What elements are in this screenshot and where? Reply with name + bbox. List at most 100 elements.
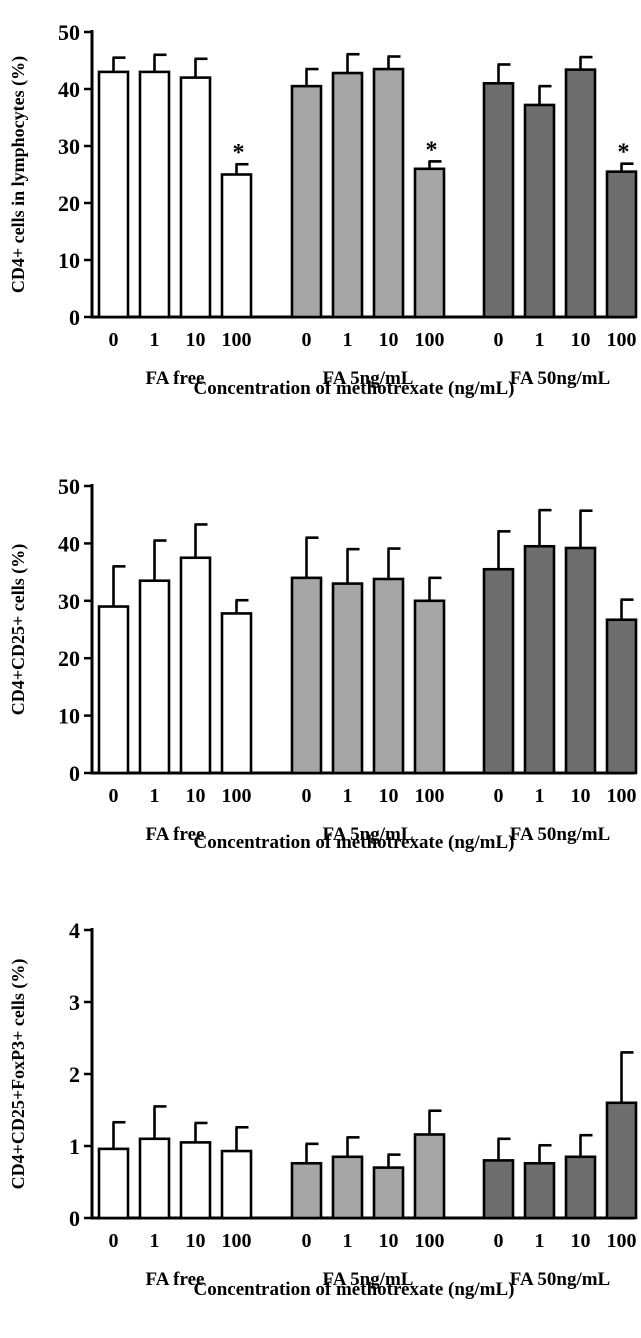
x-tick-label: 100 (222, 1230, 252, 1252)
group-label: FA 50ng/mL (510, 1269, 610, 1290)
bar (564, 1155, 597, 1220)
x-tick-label: 0 (494, 329, 504, 351)
group-label: FA 5ng/mL (323, 1269, 414, 1290)
y-tick-label: 0 (69, 761, 80, 786)
x-tick-label: 1 (150, 1230, 160, 1252)
x-tick-label: 0 (494, 785, 504, 807)
y-tick-label: 1 (69, 1134, 80, 1159)
bar (290, 84, 323, 319)
group-label: FA 50ng/mL (510, 368, 610, 389)
x-tick-label: 1 (343, 329, 353, 351)
y-tick-label: 40 (58, 77, 80, 102)
x-tick-label: 0 (109, 329, 119, 351)
x-tick-label: 100 (607, 1230, 637, 1252)
y-tick-label: 10 (58, 248, 80, 273)
x-tick-label: 100 (415, 785, 445, 807)
y-tick-label: 2 (69, 1062, 80, 1087)
y-tick-label: 0 (69, 1206, 80, 1231)
x-tick-label: 1 (535, 1230, 545, 1252)
x-axis-label: Concentration of methotrexate (ng/mL) (194, 1279, 515, 1300)
x-tick-label: 10 (379, 1230, 399, 1252)
x-tick-label: 10 (571, 785, 591, 807)
bar (413, 1133, 446, 1220)
x-tick-label: 10 (379, 785, 399, 807)
group-label: FA free (146, 368, 205, 389)
x-tick-label: 1 (535, 785, 545, 807)
bar (97, 605, 130, 775)
bar (372, 67, 405, 319)
y-axis-label: CD4+CD25+ cells (%) (8, 544, 29, 715)
x-tick-label: 100 (607, 329, 637, 351)
bar (331, 71, 364, 319)
bar (413, 599, 446, 775)
bar (179, 76, 212, 319)
x-tick-label: 0 (494, 1230, 504, 1252)
bar (605, 618, 638, 775)
x-tick-label: 1 (343, 1230, 353, 1252)
group-label: FA 50ng/mL (510, 824, 610, 845)
x-tick-label: 100 (222, 785, 252, 807)
bar (331, 582, 364, 775)
x-tick-label: 10 (571, 329, 591, 351)
bar (523, 544, 556, 775)
bar (482, 82, 515, 319)
x-tick-label: 1 (150, 785, 160, 807)
bar (482, 567, 515, 775)
x-tick-label: 10 (379, 329, 399, 351)
y-tick-label: 0 (69, 305, 80, 330)
significance-marker: * (618, 140, 630, 166)
x-axis-label: Concentration of methotrexate (ng/mL) (194, 832, 515, 853)
bar (138, 1137, 171, 1220)
bar (564, 546, 597, 775)
bar (138, 579, 171, 775)
x-tick-label: 10 (186, 1230, 206, 1252)
y-tick-label: 20 (58, 191, 80, 216)
bar (523, 1161, 556, 1220)
y-tick-label: 30 (58, 134, 80, 159)
significance-marker: * (426, 137, 438, 163)
bar (605, 1101, 638, 1220)
y-tick-label: 3 (69, 990, 80, 1015)
x-tick-label: 100 (415, 329, 445, 351)
y-tick-label: 10 (58, 704, 80, 729)
bar (97, 1147, 130, 1220)
x-tick-label: 0 (109, 785, 119, 807)
group-label: FA free (146, 824, 205, 845)
group-label: FA free (146, 1269, 205, 1290)
bar (138, 70, 171, 319)
y-tick-label: 4 (69, 918, 80, 943)
y-tick-label: 30 (58, 589, 80, 614)
bar (331, 1155, 364, 1220)
bar (179, 1141, 212, 1220)
bar (413, 167, 446, 319)
bar (372, 577, 405, 775)
bar (220, 173, 253, 319)
x-tick-label: 100 (415, 1230, 445, 1252)
y-axis-label: CD4+ cells in lymphocytes (%) (8, 56, 29, 293)
bar (290, 576, 323, 775)
bar (482, 1159, 515, 1220)
x-tick-label: 0 (302, 329, 312, 351)
y-axis-label: CD4+CD25+FoxP3+ cells (%) (8, 959, 29, 1190)
y-tick-label: 50 (58, 474, 80, 499)
y-tick-label: 40 (58, 531, 80, 556)
x-axis-label: Concentration of methotrexate (ng/mL) (194, 378, 515, 399)
x-tick-label: 1 (535, 329, 545, 351)
bar (290, 1161, 323, 1220)
x-tick-label: 100 (222, 329, 252, 351)
x-tick-label: 1 (150, 329, 160, 351)
bar (97, 70, 130, 319)
x-tick-label: 10 (571, 1230, 591, 1252)
bar (220, 612, 253, 775)
y-tick-label: 20 (58, 646, 80, 671)
x-tick-label: 10 (186, 785, 206, 807)
x-tick-label: 1 (343, 785, 353, 807)
bar (220, 1149, 253, 1220)
significance-marker: * (233, 140, 245, 166)
x-tick-label: 0 (302, 785, 312, 807)
bar (372, 1166, 405, 1220)
